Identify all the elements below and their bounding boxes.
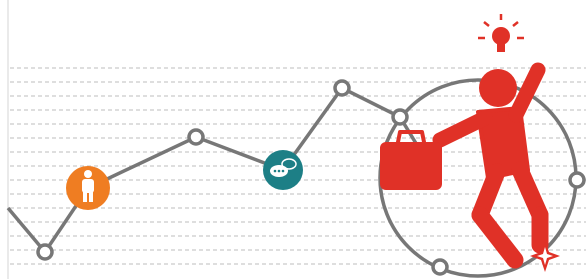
figure xyxy=(380,69,540,260)
person-badge xyxy=(66,166,110,210)
chat-badge xyxy=(263,150,303,190)
illustration xyxy=(0,0,586,279)
page xyxy=(0,0,586,279)
lightbulb xyxy=(478,14,524,52)
trend-line xyxy=(8,88,420,252)
